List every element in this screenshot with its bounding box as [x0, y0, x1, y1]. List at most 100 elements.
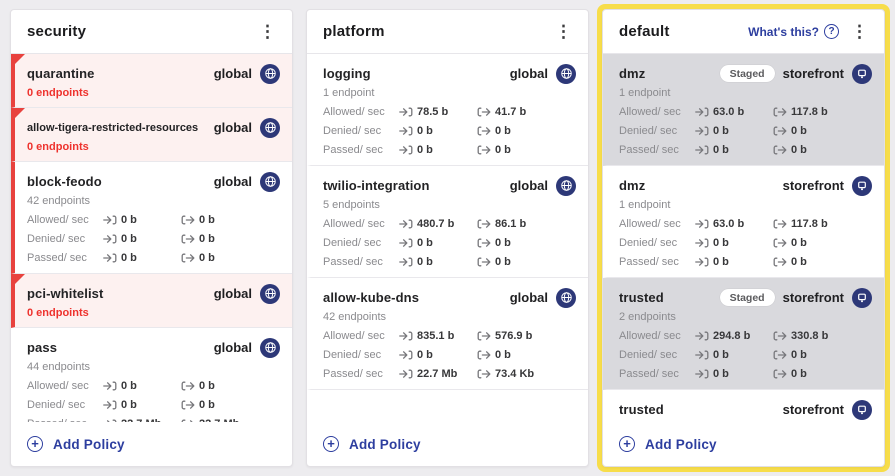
outbound-arrow-icon: [773, 331, 787, 341]
inbound-stat: 0 b: [399, 237, 477, 249]
outbound-stat: 22.7 Mb: [181, 418, 239, 422]
stat-out-value: 0 b: [791, 237, 807, 249]
inbound-arrow-icon: [399, 331, 413, 341]
tier-title: default: [619, 23, 670, 40]
stat-row: Denied/ sec 0 b 0 b: [323, 123, 576, 139]
inbound-stat: 0 b: [695, 349, 773, 361]
policy-card[interactable]: twilio-integration global 5 endpoints Al…: [307, 166, 588, 278]
stat-out-value: 86.1 b: [495, 218, 527, 230]
outbound-stat: 0 b: [773, 237, 807, 249]
storefront-monitor-icon: [852, 175, 872, 196]
storefront-monitor-icon: [852, 63, 872, 84]
inbound-arrow-icon: [103, 381, 117, 391]
tier-column: security ⋮ quarantine global 0 endpoints: [10, 9, 293, 467]
inbound-arrow-icon: [695, 350, 709, 360]
stat-row: Denied/ sec 0 b 0 b: [619, 347, 872, 363]
stat-row: Allowed/ sec 294.8 b 330.8 b: [619, 328, 872, 344]
stat-row: Denied/ sec 0 b 0 b: [323, 347, 576, 363]
policy-name: pass: [27, 340, 58, 355]
outbound-arrow-icon: [181, 253, 195, 263]
tier-title: security: [27, 23, 87, 40]
add-policy-button[interactable]: + Add Policy: [307, 422, 588, 466]
kebab-menu-icon[interactable]: ⋮: [259, 22, 276, 41]
outbound-stat: 0 b: [773, 256, 807, 268]
stat-out-value: 117.8 b: [791, 106, 828, 118]
stat-label: Passed/ sec: [619, 256, 679, 268]
outbound-stat: 0 b: [773, 349, 807, 361]
stat-label: Passed/ sec: [323, 368, 383, 380]
kebab-menu-icon[interactable]: ⋮: [851, 22, 868, 41]
stat-row: Denied/ sec 0 b 0 b: [323, 235, 576, 251]
whats-this-link[interactable]: What's this? ?: [748, 24, 839, 39]
policy-name: block-feodo: [27, 174, 102, 189]
endpoints-count: 5 endpoints: [323, 199, 380, 211]
stat-out-value: 0 b: [495, 144, 511, 156]
endpoints-count: 1 endpoint: [619, 199, 671, 211]
policy-card[interactable]: pass global 44 endpoints Allowed/ sec 0 …: [11, 328, 292, 422]
policy-card[interactable]: block-feodo global 42 endpoints Allowed/…: [11, 162, 292, 274]
stat-in-value: 0 b: [417, 349, 433, 361]
outbound-arrow-icon: [773, 369, 787, 379]
storefront-monitor-icon: [852, 399, 872, 420]
stat-in-value: 0 b: [417, 256, 433, 268]
policy-card[interactable]: trusted Staged storefront 2 endpoints Al…: [603, 278, 884, 390]
inbound-arrow-icon: [106, 419, 117, 422]
stat-out-value: 0 b: [199, 233, 215, 245]
stat-in-value: 294.8 b: [713, 330, 751, 342]
policy-card[interactable]: allow-tigera-restricted-resources global…: [11, 108, 292, 162]
help-circle-icon[interactable]: ?: [824, 24, 839, 39]
policy-name: quarantine: [27, 66, 95, 81]
stat-out-value: 0 b: [199, 214, 215, 226]
policy-card[interactable]: logging global 1 endpoint Allowed/ sec 7…: [307, 54, 588, 166]
inbound-arrow-icon: [103, 253, 117, 263]
policy-name: allow-tigera-restricted-resources: [27, 121, 199, 134]
endpoints-count: 0 endpoints: [27, 141, 89, 153]
scope-label: global: [509, 178, 548, 193]
add-policy-button[interactable]: + Add Policy: [603, 422, 884, 466]
policy-card[interactable]: trusted storefront: [603, 390, 884, 422]
outbound-stat: 0 b: [477, 237, 511, 249]
card-list: quarantine global 0 endpoints allow-tige…: [11, 54, 292, 422]
inbound-arrow-icon: [695, 238, 709, 248]
outbound-stat: 0 b: [181, 252, 215, 264]
stat-label: Allowed/ sec: [27, 214, 89, 226]
add-policy-button[interactable]: + Add Policy: [11, 422, 292, 466]
stat-label: Denied/ sec: [27, 233, 86, 245]
policy-card[interactable]: allow-kube-dns global 42 endpoints Allow…: [307, 278, 588, 390]
stat-label: Denied/ sec: [27, 399, 86, 411]
policy-card[interactable]: quarantine global 0 endpoints: [11, 54, 292, 108]
outbound-stat: 117.8 b: [773, 106, 828, 118]
policy-name: trusted: [619, 290, 664, 305]
policy-card[interactable]: dmz Staged storefront 1 endpoint Allowed…: [603, 54, 884, 166]
stat-row: Allowed/ sec 0 b 0 b: [27, 212, 280, 228]
stat-in-value: 0 b: [713, 256, 729, 268]
outbound-stat: 0 b: [181, 233, 215, 245]
inbound-stat: 0 b: [695, 125, 773, 137]
kebab-menu-icon[interactable]: ⋮: [555, 22, 572, 41]
inbound-arrow-icon: [103, 215, 117, 225]
scope-label: global: [509, 66, 548, 81]
plus-circle-icon: +: [323, 436, 339, 452]
stat-out-value: 73.4 Kb: [495, 368, 535, 380]
globe-icon: [556, 287, 576, 308]
endpoints-count: 42 endpoints: [323, 311, 386, 323]
policy-card-title-row: pci-whitelist global: [27, 283, 280, 304]
globe-icon: [260, 63, 280, 84]
outbound-stat: 0 b: [477, 125, 511, 137]
stat-in-value: 0 b: [121, 233, 137, 245]
inbound-stat: 0 b: [103, 214, 181, 226]
inbound-stat: 0 b: [695, 368, 773, 380]
inbound-arrow-icon: [399, 145, 413, 155]
policy-card[interactable]: dmz storefront 1 endpoint Allowed/ sec 6…: [603, 166, 884, 278]
scope-label: global: [509, 290, 548, 305]
tier-wrap: default What's this? ? ⋮ dmz Staged stor…: [597, 4, 890, 472]
stat-row: Passed/ sec 0 b 0 b: [27, 250, 280, 266]
stat-label: Allowed/ sec: [619, 106, 681, 118]
outbound-arrow-icon: [181, 234, 195, 244]
tier-column: default What's this? ? ⋮ dmz Staged stor…: [602, 9, 885, 467]
inbound-stat: 835.1 b: [399, 330, 477, 342]
policy-card[interactable]: pci-whitelist global 0 endpoints: [11, 274, 292, 328]
tier-column: platform ⋮ logging global 1 endpoint All…: [306, 9, 589, 467]
outbound-arrow-icon: [773, 126, 787, 136]
stat-label: Allowed/ sec: [27, 380, 89, 392]
